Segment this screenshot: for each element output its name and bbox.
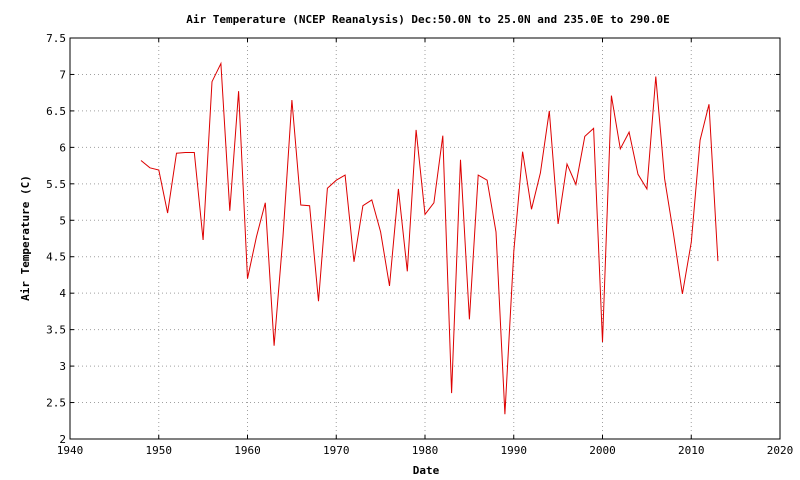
x-tick-label: 2000	[589, 444, 616, 457]
x-tick-label: 1970	[323, 444, 350, 457]
y-tick-label: 3.5	[46, 324, 66, 337]
y-tick-label: 6.5	[46, 105, 66, 118]
series-line	[140, 61, 719, 415]
x-tick-label: 2020	[767, 444, 794, 457]
x-axis-label: Date	[413, 464, 440, 477]
y-tick-label: 7.5	[46, 32, 66, 45]
y-tick-label: 5.5	[46, 178, 66, 191]
x-tick-label: 1990	[501, 444, 528, 457]
x-axis: 1940 1950 1960 1970 1980 1990 2000 2010 2020	[57, 38, 794, 457]
y-tick-label: 4	[59, 287, 66, 300]
y-axis-label: Air Temperature (C)	[19, 175, 32, 301]
series-layer	[140, 61, 719, 415]
x-tick-label: 1980	[412, 444, 439, 457]
y-tick-label: 7	[59, 68, 66, 81]
x-tick-label: 1960	[234, 444, 261, 457]
x-tick-label: 1940	[57, 444, 84, 457]
chart-title: Air Temperature (NCEP Reanalysis) Dec:50…	[186, 13, 669, 26]
y-tick-label: 2.5	[46, 397, 66, 410]
y-tick-label: 3	[59, 360, 66, 373]
y-axis: 2 2.5 3 3.5 4 4.5 5 5.5 6 6.5 7 7.5	[46, 32, 780, 446]
x-tick-label: 1950	[146, 444, 173, 457]
y-tick-label: 5	[59, 214, 66, 227]
grid-layer	[70, 38, 780, 439]
y-tick-label: 4.5	[46, 251, 66, 264]
y-tick-label: 2	[59, 433, 66, 446]
y-tick-label: 6	[59, 141, 66, 154]
x-tick-label: 2010	[678, 444, 705, 457]
